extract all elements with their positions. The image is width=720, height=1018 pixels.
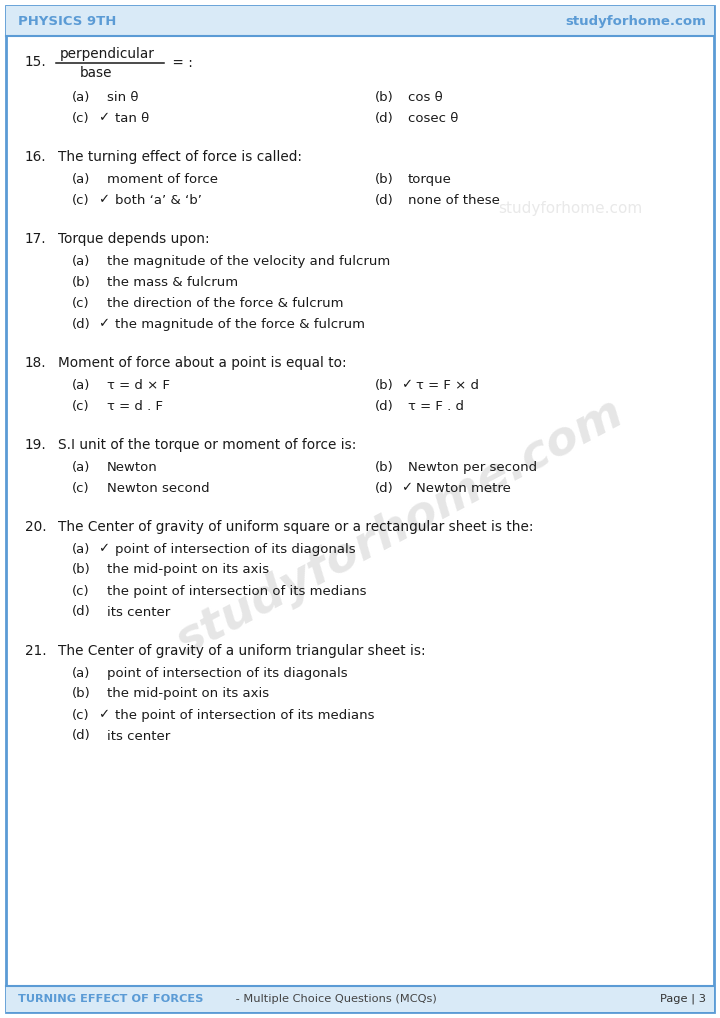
Text: (b): (b) [72, 687, 91, 700]
Text: 17.: 17. [25, 232, 47, 246]
Text: Moment of force about a point is equal to:: Moment of force about a point is equal t… [58, 356, 346, 370]
Text: the direction of the force & fulcrum: the direction of the force & fulcrum [107, 296, 343, 309]
Text: 19.: 19. [25, 438, 47, 452]
Text: Newton: Newton [107, 460, 158, 473]
Text: (a): (a) [72, 543, 91, 556]
Text: (d): (d) [375, 193, 394, 207]
Text: the mid-point on its axis: the mid-point on its axis [107, 564, 269, 576]
Text: none of these: none of these [408, 193, 500, 207]
Text: ✓: ✓ [98, 543, 109, 556]
Text: The Center of gravity of a uniform triangular sheet is:: The Center of gravity of a uniform trian… [58, 644, 426, 658]
Text: (a): (a) [72, 460, 91, 473]
Text: τ = F . d: τ = F . d [408, 399, 464, 412]
Text: = :: = : [168, 56, 193, 70]
Text: (c): (c) [72, 399, 89, 412]
Text: (b): (b) [375, 379, 394, 392]
Text: (c): (c) [72, 296, 89, 309]
Text: Newton metre: Newton metre [416, 482, 511, 495]
Text: The turning effect of force is called:: The turning effect of force is called: [58, 150, 302, 164]
Text: (a): (a) [72, 91, 91, 104]
Text: studyforhome.com: studyforhome.com [168, 391, 631, 666]
Text: (a): (a) [72, 379, 91, 392]
Text: (c): (c) [72, 709, 89, 722]
Text: Torque depends upon:: Torque depends upon: [58, 232, 210, 246]
Text: S.I unit of the torque or moment of force is:: S.I unit of the torque or moment of forc… [58, 438, 356, 452]
Text: 18.: 18. [25, 356, 47, 370]
Text: cos θ: cos θ [408, 91, 443, 104]
Text: 16.: 16. [25, 150, 47, 164]
Text: the magnitude of the force & fulcrum: the magnitude of the force & fulcrum [115, 318, 365, 331]
Text: base: base [80, 66, 112, 80]
Text: (d): (d) [72, 730, 91, 742]
FancyBboxPatch shape [6, 986, 714, 1012]
Text: (a): (a) [72, 667, 91, 679]
Text: τ = d × F: τ = d × F [107, 379, 170, 392]
Text: cosec θ: cosec θ [408, 112, 459, 124]
Text: torque: torque [408, 172, 452, 185]
Text: 15.: 15. [25, 55, 47, 69]
Text: τ = F × d: τ = F × d [416, 379, 479, 392]
Text: ✓: ✓ [401, 482, 412, 495]
Text: studyforhome.com: studyforhome.com [565, 14, 706, 27]
Text: PHYSICS 9TH: PHYSICS 9TH [18, 14, 117, 27]
Text: moment of force: moment of force [107, 172, 218, 185]
Text: (c): (c) [72, 584, 89, 598]
Text: studyforhome.com: studyforhome.com [498, 201, 642, 216]
Text: (c): (c) [72, 112, 89, 124]
Text: (d): (d) [72, 318, 91, 331]
Text: ✓: ✓ [98, 193, 109, 207]
Text: - Multiple Choice Questions (MCQs): - Multiple Choice Questions (MCQs) [232, 994, 437, 1004]
Text: point of intersection of its diagonals: point of intersection of its diagonals [115, 543, 356, 556]
Text: (d): (d) [375, 399, 394, 412]
Text: the mass & fulcrum: the mass & fulcrum [107, 276, 238, 288]
Text: tan θ: tan θ [115, 112, 149, 124]
Text: the point of intersection of its medians: the point of intersection of its medians [115, 709, 374, 722]
Text: ✓: ✓ [401, 379, 412, 392]
Text: point of intersection of its diagonals: point of intersection of its diagonals [107, 667, 348, 679]
Text: both ‘a’ & ‘b’: both ‘a’ & ‘b’ [115, 193, 202, 207]
Text: the magnitude of the velocity and fulcrum: the magnitude of the velocity and fulcru… [107, 254, 390, 268]
Text: Newton second: Newton second [107, 482, 210, 495]
FancyBboxPatch shape [6, 6, 714, 1012]
Text: the point of intersection of its medians: the point of intersection of its medians [107, 584, 366, 598]
Text: TURNING EFFECT OF FORCES: TURNING EFFECT OF FORCES [18, 994, 203, 1004]
Text: (a): (a) [72, 254, 91, 268]
Text: (b): (b) [72, 276, 91, 288]
Text: perpendicular: perpendicular [60, 47, 155, 61]
Text: (b): (b) [72, 564, 91, 576]
Text: (b): (b) [375, 460, 394, 473]
Text: the mid-point on its axis: the mid-point on its axis [107, 687, 269, 700]
Text: its center: its center [107, 606, 170, 619]
Text: τ = d . F: τ = d . F [107, 399, 163, 412]
Text: (b): (b) [375, 91, 394, 104]
FancyBboxPatch shape [6, 6, 714, 36]
Text: its center: its center [107, 730, 170, 742]
Text: (d): (d) [375, 482, 394, 495]
Text: 20.: 20. [25, 520, 47, 534]
Text: Page | 3: Page | 3 [660, 994, 706, 1004]
Text: ✓: ✓ [98, 709, 109, 722]
Text: (d): (d) [72, 606, 91, 619]
Text: (a): (a) [72, 172, 91, 185]
Text: 21.: 21. [25, 644, 47, 658]
Text: (c): (c) [72, 193, 89, 207]
Text: (b): (b) [375, 172, 394, 185]
Text: ✓: ✓ [98, 318, 109, 331]
Text: The Center of gravity of uniform square or a rectangular sheet is the:: The Center of gravity of uniform square … [58, 520, 534, 534]
Text: Newton per second: Newton per second [408, 460, 537, 473]
Text: (c): (c) [72, 482, 89, 495]
Text: sin θ: sin θ [107, 91, 138, 104]
Text: (d): (d) [375, 112, 394, 124]
Text: ✓: ✓ [98, 112, 109, 124]
